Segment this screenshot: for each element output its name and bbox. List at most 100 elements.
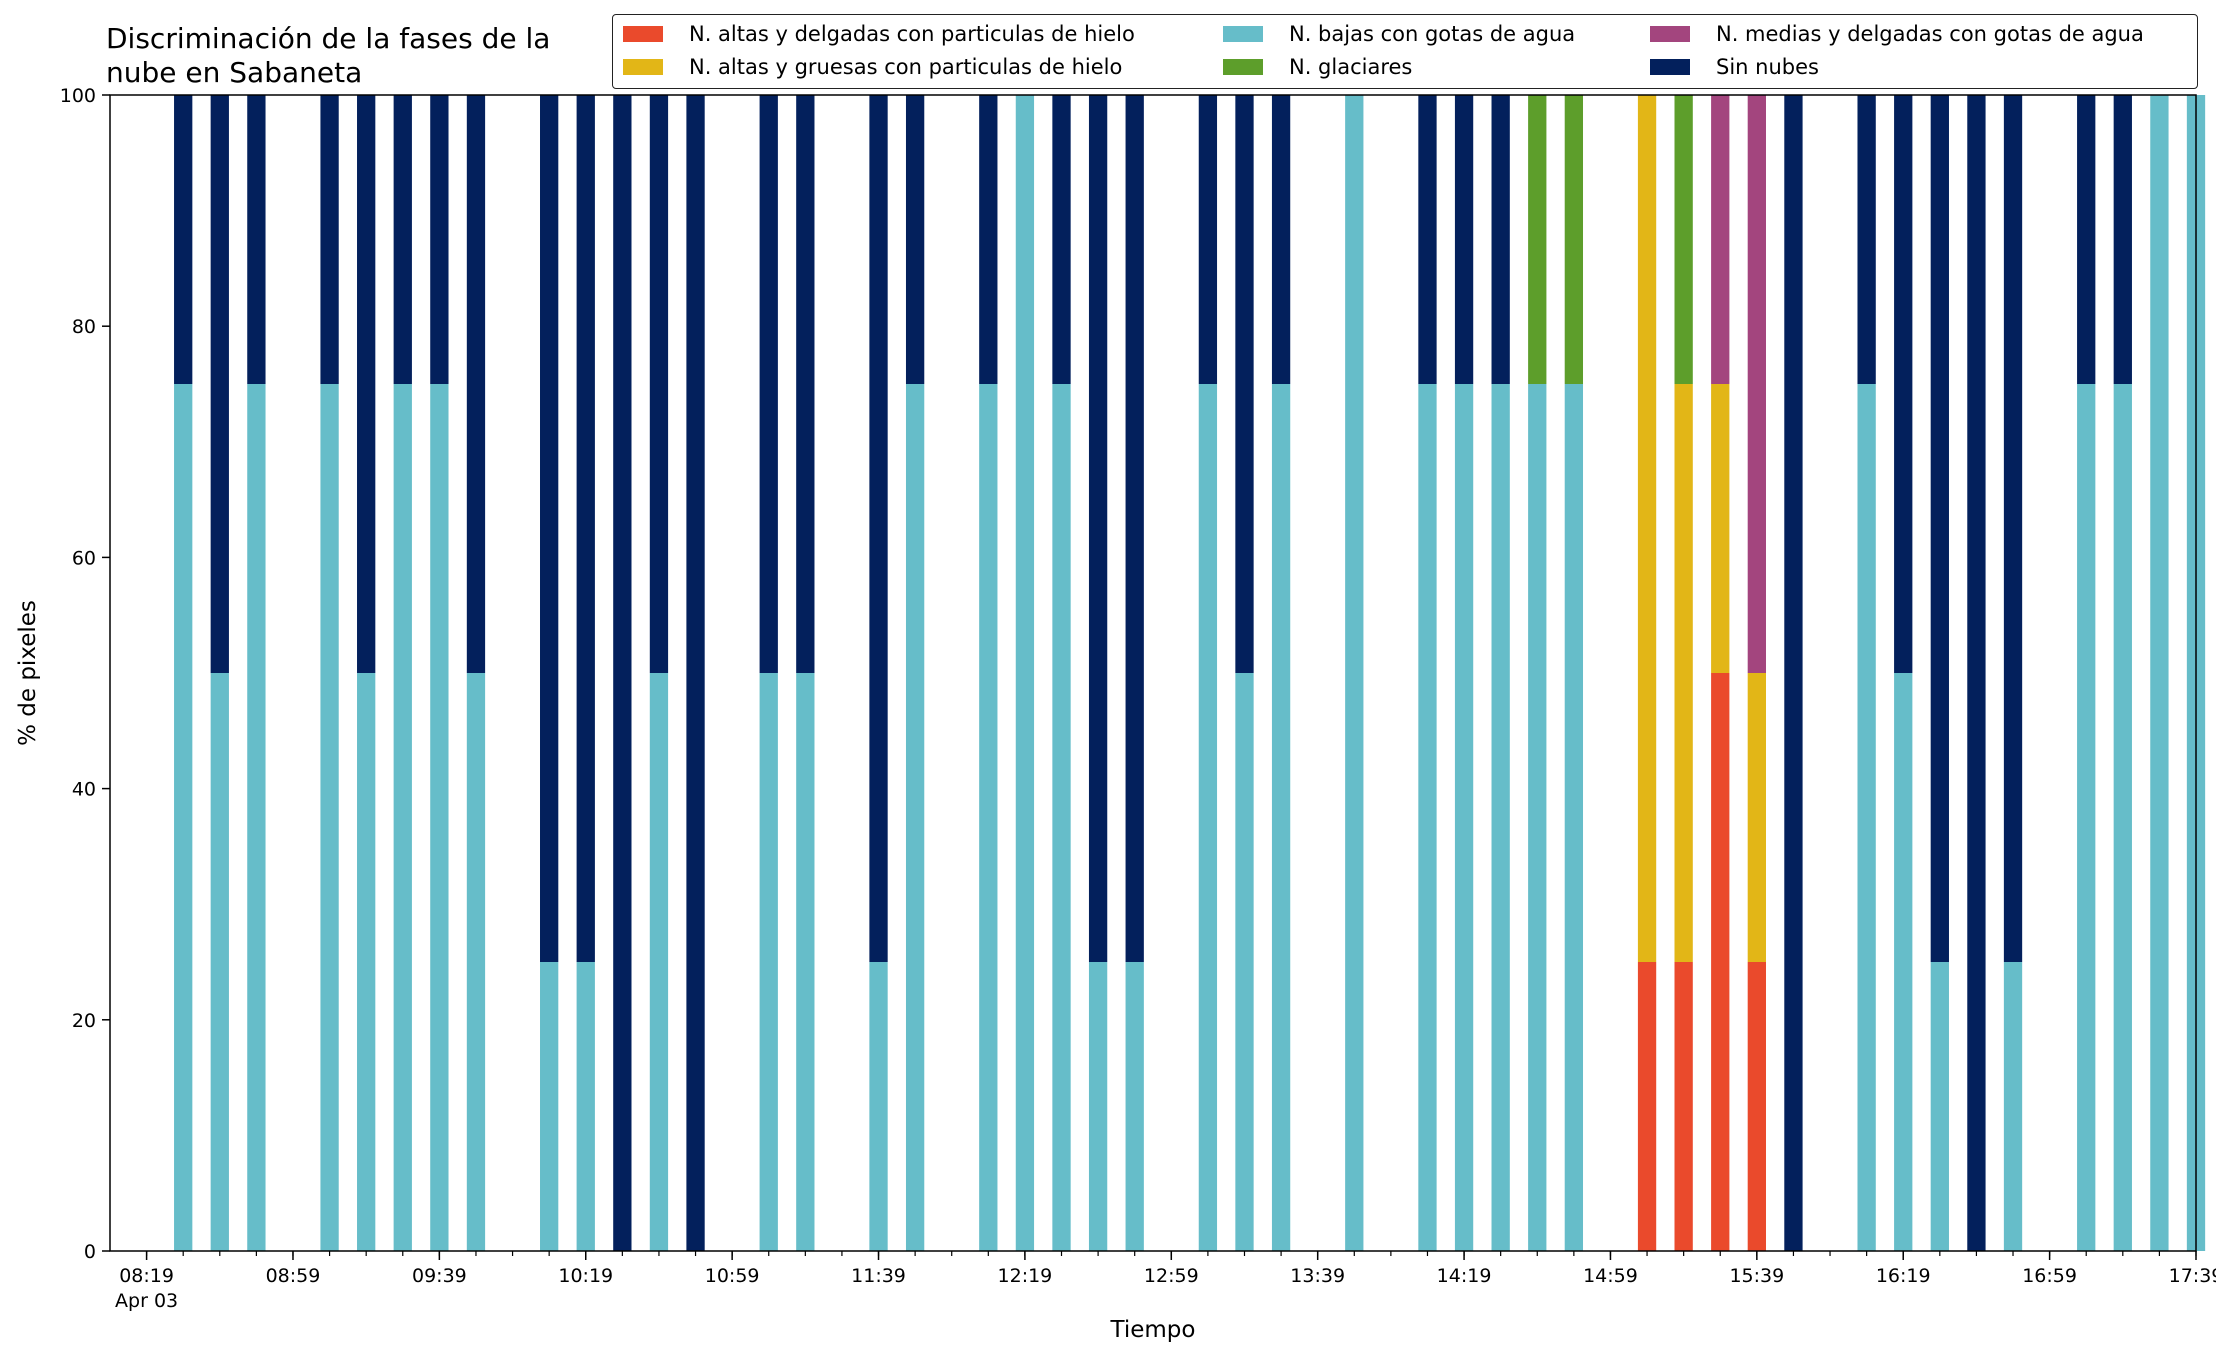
bar-segment [540,95,559,962]
y-tick-label: 100 [60,85,96,107]
y-tick-label: 40 [72,779,96,801]
bar-segment [576,95,595,962]
legend-swatch [623,59,663,75]
bar-segment [540,962,559,1251]
bar-segment [1637,962,1657,1251]
chart-title-line-1: Discriminación de la fases de la [106,22,551,55]
bar-segment [905,95,925,384]
y-axis-label: % de pixeles [15,600,41,746]
bar-segment [979,384,998,1251]
x-tick-label: 13:39 [1290,1265,1345,1287]
bar-segment [393,384,412,1251]
bar-segment [1674,962,1693,1251]
legend-item: N. altas y gruesas con particulas de hie… [623,55,1122,79]
y-axis: 0 20 40 60 80 100 [60,85,110,1263]
bar-segment [1418,384,1437,1251]
x-tick-label: 11:39 [851,1265,906,1287]
bar-segment [1454,95,1474,384]
bar-segment [1198,384,1218,1251]
legend-swatch [1223,59,1263,75]
bar-segment [1454,384,1474,1251]
legend-label: N. altas y gruesas con particulas de hie… [689,55,1123,79]
bar-segment [686,95,705,1251]
bar-segment [1052,384,1071,1251]
bar-segment [174,95,193,384]
x-tick-sublabel: Apr 03 [115,1290,178,1312]
bar-segment [430,95,449,384]
bar-segment [1747,962,1766,1251]
bar-segment [2113,384,2132,1251]
bar-segment [869,962,888,1251]
bar-segment [1345,95,1364,1251]
bar-segment [796,95,815,673]
bar-segment [1052,95,1071,384]
x-tick-label: 08:59 [266,1265,321,1287]
bar-segment [466,673,486,1251]
bar-segment [320,95,339,384]
legend-swatch [1650,26,1690,42]
bar-segment [1015,95,1035,1251]
bar-segment [210,673,229,1251]
legend-item: N. glaciares [1223,55,1412,79]
chart-title-line-2: nube en Sabaneta [106,56,363,89]
bar-segment [1564,95,1584,384]
x-tick-label: 16:59 [2022,1265,2077,1287]
bar-segment [357,673,376,1251]
bar-segment [1784,95,1803,1251]
legend-label: N. bajas con gotas de agua [1289,22,1576,46]
bar-segment [2003,95,2023,962]
legend-label: N. altas y delgadas con particulas de hi… [689,22,1135,46]
bar-segment [1198,95,1218,384]
bar-segment [210,95,229,673]
x-tick-label: 12:19 [998,1265,1053,1287]
bar-segment [1930,95,1949,962]
bar-segment [174,384,193,1251]
bar-segment [1674,95,1693,384]
bar-segment [649,95,669,673]
bar-segment [1528,384,1547,1251]
bar-segment [1711,384,1730,673]
y-tick-label: 60 [72,547,96,569]
x-tick-label: 10:19 [558,1265,613,1287]
bar-segment [320,384,339,1251]
bar-segment [247,95,266,384]
bar-segment [2150,95,2169,1251]
y-tick-label: 80 [72,316,96,338]
x-tick-label: 10:59 [705,1265,760,1287]
bar-segment [796,673,815,1251]
bar-segment [2003,962,2023,1251]
bar-segment [1088,962,1108,1251]
bar-segment [2113,95,2132,384]
bar-segment [1125,95,1144,962]
bar-segment [1857,95,1876,384]
bar-segment [1894,95,1913,673]
x-tick-label: 15:39 [1729,1265,1784,1287]
bar-segment [1967,95,1986,1251]
x-tick-label: 09:39 [412,1265,467,1287]
legend-item: Sin nubes [1650,55,1819,79]
chart-title: Discriminación de la fases de la nube en… [106,22,550,90]
bar-segment [357,95,376,673]
x-tick-label: 16:19 [1876,1265,1931,1287]
bar-segment [1711,95,1730,384]
bar-segment [1747,673,1766,962]
bar-segment [430,384,449,1251]
bar-segment [576,962,595,1251]
legend-label: N. glaciares [1289,55,1413,79]
bar-segment [466,95,486,673]
bar-segment [1564,384,1584,1251]
x-tick-label: 14:19 [1437,1265,1492,1287]
x-tick-label: 17:39 [2169,1265,2216,1287]
bar-segment [2077,95,2096,384]
bar-segment [393,95,412,384]
y-tick-label: 0 [84,1241,96,1263]
bar-segment [759,95,778,673]
bar-segment [1491,95,1510,384]
legend-swatch [1223,26,1263,42]
y-tick-label: 20 [72,1010,96,1032]
bar-segment [1235,673,1254,1251]
bar-segment [1528,95,1547,384]
legend-swatch [1650,59,1690,75]
bar-segment [1857,384,1876,1251]
